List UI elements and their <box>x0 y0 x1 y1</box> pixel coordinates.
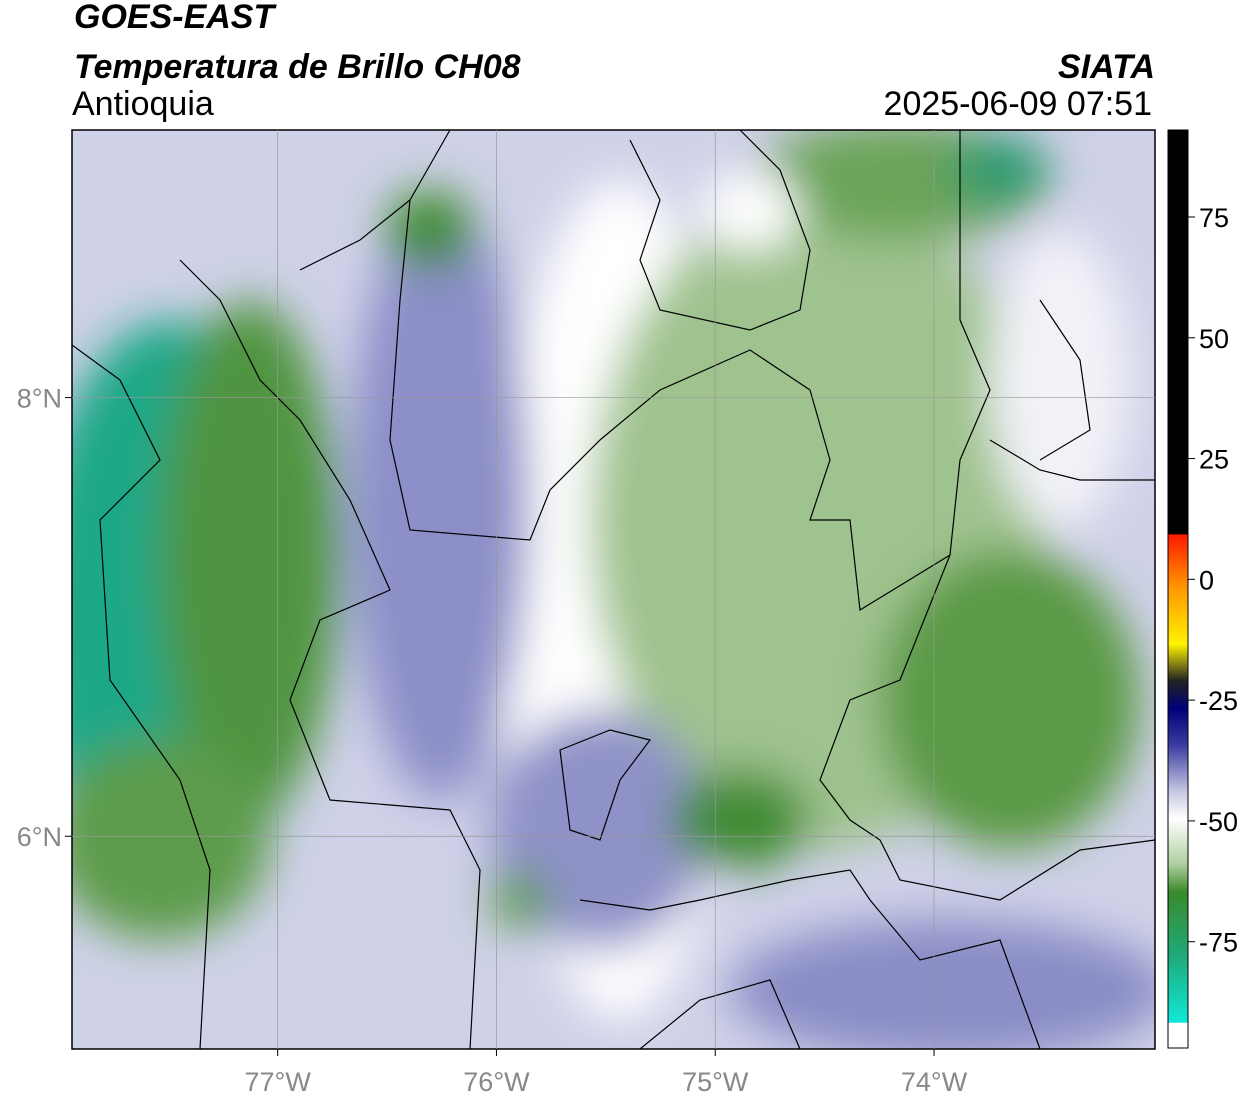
x-tick-label: 77°W <box>244 1067 311 1097</box>
region: Antioquia <box>72 85 214 123</box>
colorbar <box>1167 129 1189 1049</box>
colorbar-tick-label: 75 <box>1199 203 1229 233</box>
colorbar-tick-label: 50 <box>1199 324 1229 354</box>
boundaries <box>72 130 1155 1049</box>
colorbar-tick-label: 0 <box>1199 565 1214 595</box>
x-tick-label: 75°W <box>682 1067 749 1097</box>
source: SIATA <box>1058 48 1155 86</box>
map-frame <box>71 129 1156 1050</box>
x-tick-label: 76°W <box>463 1067 530 1097</box>
title: GOES-EAST <box>74 0 277 36</box>
timestamp: 2025-06-09 07:51 <box>884 85 1152 123</box>
subtitle: Temperatura de Brillo CH08 <box>74 48 521 86</box>
satellite-image <box>72 130 1155 1049</box>
colorbar-tick-label: -50 <box>1199 807 1238 837</box>
colorbar-tick-label: -75 <box>1199 928 1238 958</box>
x-tick-label: 74°W <box>901 1067 968 1097</box>
y-tick-label: 8°N <box>17 384 62 414</box>
colorbar-tick-label: -25 <box>1199 686 1238 716</box>
colorbar-tick-label: 25 <box>1199 445 1229 475</box>
y-tick-label: 6°N <box>17 822 62 852</box>
axes: 77°W 76°W 75°W 74°W 8°N 6°N 75 50 25 0 -25 -50 -75 <box>17 130 1238 1097</box>
